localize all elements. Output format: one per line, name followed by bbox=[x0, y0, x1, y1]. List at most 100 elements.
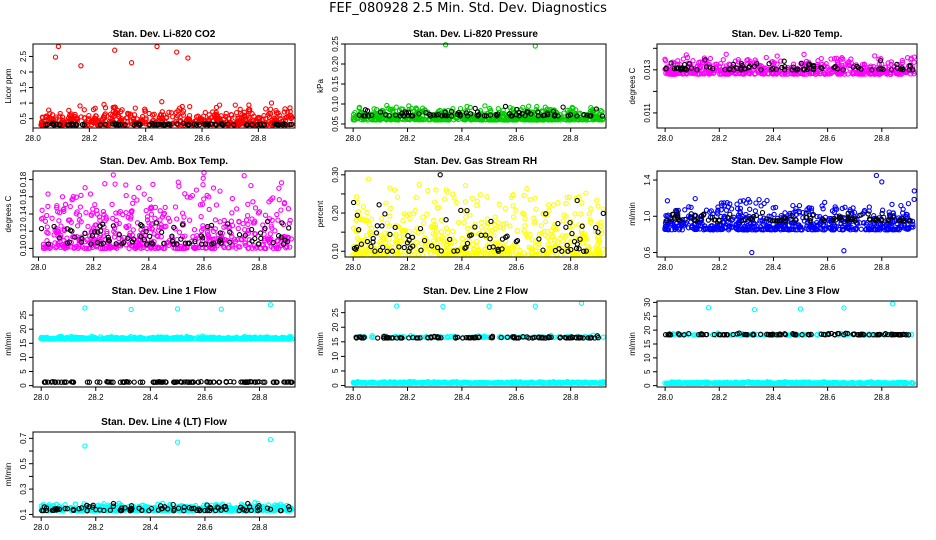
data-point bbox=[490, 117, 497, 123]
data-point bbox=[278, 180, 285, 186]
x-tick-label: 28.8 bbox=[563, 263, 579, 272]
data-point bbox=[430, 217, 437, 224]
data-point bbox=[114, 121, 120, 128]
data-points bbox=[38, 170, 294, 252]
x-tick-label: 28.4 bbox=[454, 263, 470, 272]
data-point bbox=[249, 122, 255, 128]
data-point bbox=[66, 107, 72, 114]
data-point bbox=[911, 59, 917, 65]
data-point bbox=[546, 207, 552, 214]
x-tick-label: 28.4 bbox=[766, 263, 782, 272]
data-point bbox=[496, 116, 503, 122]
data-point bbox=[202, 109, 208, 116]
data-point bbox=[157, 208, 163, 214]
data-point bbox=[872, 53, 878, 59]
data-point bbox=[128, 306, 134, 313]
data-point bbox=[586, 211, 592, 217]
data-point bbox=[200, 182, 206, 188]
data-point bbox=[840, 56, 846, 62]
data-point bbox=[123, 115, 130, 121]
data-point bbox=[365, 176, 372, 182]
data-point bbox=[216, 102, 223, 108]
data-point bbox=[796, 202, 803, 209]
data-point bbox=[241, 173, 247, 179]
data-point bbox=[455, 219, 462, 226]
data-point bbox=[560, 104, 566, 110]
data-point bbox=[228, 112, 235, 118]
data-point bbox=[166, 109, 172, 115]
y-tick-label: 10 bbox=[19, 352, 28, 361]
data-point bbox=[457, 105, 464, 112]
data-point bbox=[78, 63, 84, 69]
data-point bbox=[243, 122, 250, 128]
data-point bbox=[502, 206, 509, 212]
data-point bbox=[420, 214, 426, 220]
data-point bbox=[435, 111, 441, 118]
data-point bbox=[444, 229, 451, 236]
data-point bbox=[417, 109, 423, 116]
data-point bbox=[369, 216, 375, 222]
data-point bbox=[513, 207, 519, 213]
data-point bbox=[276, 185, 282, 191]
data-point bbox=[39, 119, 45, 125]
data-point bbox=[353, 194, 360, 200]
data-point bbox=[463, 110, 470, 116]
data-point bbox=[110, 172, 116, 178]
data-point bbox=[413, 106, 419, 112]
data-point bbox=[555, 113, 561, 119]
data-point bbox=[680, 56, 687, 62]
data-point bbox=[263, 106, 269, 112]
data-point bbox=[510, 203, 516, 209]
data-point bbox=[488, 218, 494, 225]
data-point bbox=[889, 201, 895, 208]
data-point bbox=[191, 121, 198, 127]
data-point bbox=[379, 223, 385, 229]
data-point bbox=[763, 54, 769, 61]
y-axis-label: kPa bbox=[316, 79, 325, 93]
data-point bbox=[206, 206, 212, 213]
data-point bbox=[42, 218, 49, 224]
chart-title: Stan. Dev. Gas Stream RH bbox=[414, 156, 537, 167]
data-point bbox=[387, 185, 393, 191]
data-point bbox=[469, 116, 476, 122]
data-point bbox=[191, 227, 198, 233]
x-tick-label: 28.4 bbox=[141, 263, 157, 272]
data-point bbox=[801, 51, 807, 58]
y-tick-label: 1.0 bbox=[643, 210, 652, 222]
data-point bbox=[131, 379, 137, 385]
data-point bbox=[433, 187, 439, 193]
data-point bbox=[425, 187, 431, 194]
y-tick-label: 2.5 bbox=[19, 50, 28, 62]
data-point bbox=[148, 211, 155, 217]
x-tick-label: 28.2 bbox=[88, 393, 104, 402]
data-point bbox=[92, 201, 98, 208]
data-point bbox=[84, 121, 91, 128]
data-point bbox=[509, 113, 515, 119]
data-point bbox=[43, 122, 49, 128]
data-point bbox=[495, 106, 501, 112]
data-point bbox=[81, 115, 88, 121]
data-point bbox=[565, 113, 571, 119]
data-point bbox=[402, 109, 408, 115]
data-point bbox=[112, 47, 118, 53]
data-point bbox=[459, 112, 466, 119]
data-point bbox=[911, 196, 917, 203]
data-point bbox=[413, 239, 420, 246]
data-point bbox=[749, 249, 755, 256]
data-point bbox=[67, 203, 73, 210]
data-point bbox=[168, 110, 175, 116]
data-point bbox=[217, 219, 223, 225]
data-point bbox=[210, 185, 217, 191]
y-tick-label: 0 bbox=[19, 383, 28, 388]
data-point bbox=[500, 107, 506, 114]
x-tick-label: 28.0 bbox=[657, 263, 673, 272]
x-tick-label: 28.2 bbox=[712, 134, 728, 143]
data-point bbox=[377, 109, 384, 115]
data-point bbox=[123, 192, 129, 199]
data-point bbox=[109, 201, 115, 208]
data-point bbox=[524, 186, 530, 192]
data-point bbox=[186, 121, 192, 128]
data-point bbox=[235, 225, 241, 232]
